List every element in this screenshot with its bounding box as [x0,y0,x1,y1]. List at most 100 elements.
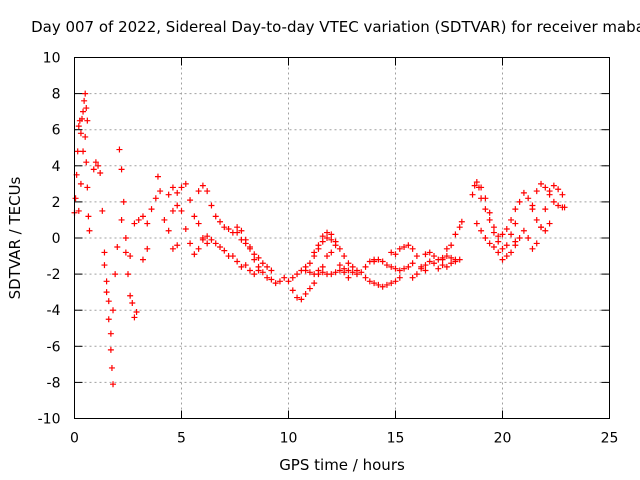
data-point [199,182,206,189]
data-point [127,292,134,299]
data-point [452,231,459,238]
data-point [503,225,510,232]
data-point [302,290,309,297]
data-point [82,133,89,140]
data-point [85,213,92,220]
data-point [490,224,497,231]
data-point [92,159,99,166]
y-tick-label: -8 [47,375,61,391]
data-point [187,240,194,247]
y-tick-labels: -10 -8 -6 -4 -2 0 2 4 6 8 10 [38,51,61,428]
data-point [538,224,545,231]
data-point [110,381,117,388]
data-point [495,238,502,245]
data-point [396,267,403,274]
data-point [195,220,202,227]
data-point [435,265,442,272]
data-point [97,170,104,177]
data-point [264,263,271,270]
data-point [495,249,502,256]
data-point [495,233,502,240]
data-point [294,294,301,301]
data-point [426,258,433,265]
data-point [512,220,519,227]
data-point [139,256,146,263]
data-point [315,267,322,274]
data-point [546,220,553,227]
data-point [152,195,159,202]
data-point [133,309,140,316]
data-point [251,256,258,263]
data-point [426,249,433,256]
data-point [77,130,84,137]
data-point [268,267,275,274]
data-point [319,263,326,270]
data-point [234,229,241,236]
data-point [83,159,90,166]
data-point [105,316,112,323]
data-point [187,197,194,204]
data-point [80,148,87,155]
data-point [298,296,305,303]
data-point [101,262,108,269]
data-point [362,263,369,270]
data-point [478,184,485,191]
data-point [452,258,459,265]
data-point [221,247,228,254]
data-point [431,253,438,260]
data-point [135,216,142,223]
data-point [83,105,90,112]
data-point [276,278,283,285]
data-point [120,198,127,205]
data-point [204,233,211,240]
y-tick-label: -4 [47,303,61,319]
data-point [118,166,125,173]
data-point [332,238,339,245]
data-point [413,253,420,260]
data-point [448,242,455,249]
data-point [405,263,412,270]
data-point [341,253,348,260]
data-point [238,227,245,234]
data-point [388,263,395,270]
data-point [422,262,429,269]
data-point [118,216,125,223]
data-point [516,198,523,205]
data-point [169,207,176,214]
data-point [388,280,395,287]
data-point [409,260,416,267]
data-point [525,235,532,241]
data-point [508,249,515,256]
data-point [546,191,553,198]
data-point [520,189,527,196]
data-point [508,231,515,238]
data-point [107,346,114,353]
data-point [165,227,172,234]
data-point [448,254,455,261]
data-point [81,97,88,104]
data-point [129,299,136,306]
data-point [108,364,115,371]
data-point [533,216,540,223]
data-point [148,206,155,213]
data-point [512,206,519,213]
data-point [80,108,87,115]
data-point [315,242,322,249]
data-point [371,258,378,265]
data-point [99,207,106,214]
data-point [114,244,121,251]
data-point [174,242,181,249]
data-point [251,271,258,278]
data-point [122,249,129,256]
data-point [405,242,412,249]
data-point [375,281,382,288]
y-tick-label: 4 [52,159,61,175]
y-tick-label: 10 [43,51,61,67]
data-point [178,184,185,191]
data-point [471,182,478,189]
data-point [195,188,202,195]
data-point [529,245,536,252]
data-point [458,218,465,225]
data-point [103,278,110,285]
data-point [82,90,89,97]
